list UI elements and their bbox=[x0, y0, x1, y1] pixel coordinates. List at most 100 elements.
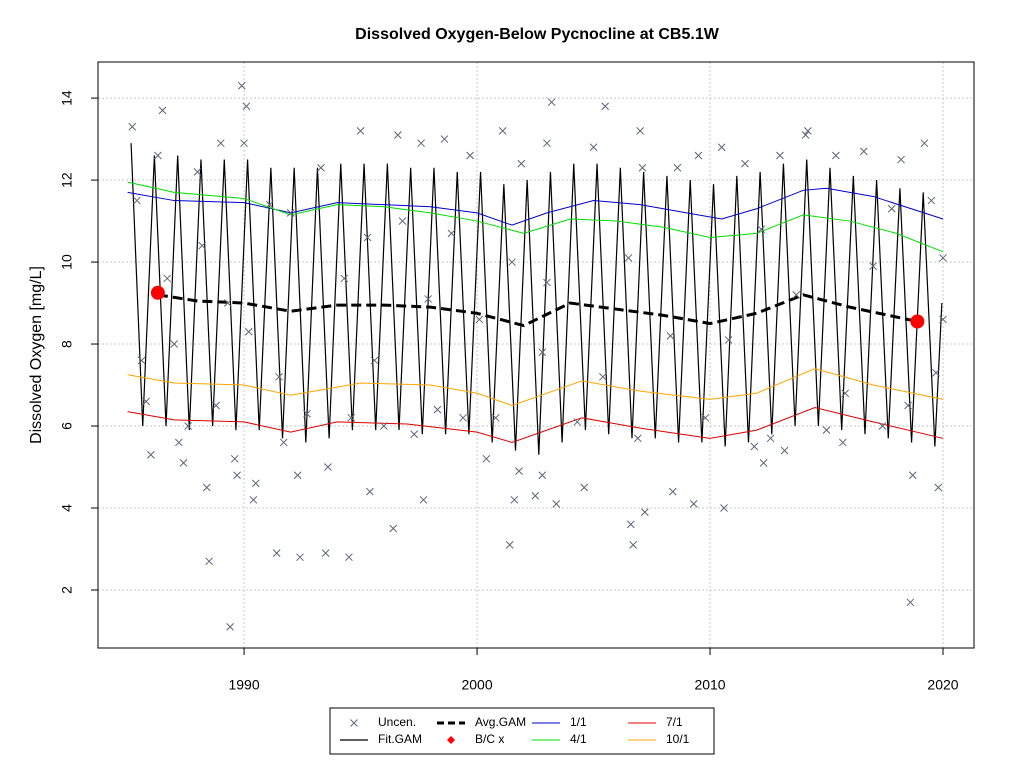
scatter-point bbox=[640, 508, 649, 516]
scatter-point bbox=[934, 483, 943, 492]
scatter-point bbox=[831, 151, 840, 160]
scatter-point bbox=[275, 372, 283, 381]
scatter-point bbox=[366, 487, 374, 496]
scatter-point bbox=[887, 204, 896, 213]
scatter-point bbox=[440, 135, 449, 143]
scatter-point bbox=[482, 454, 491, 463]
scatter-point bbox=[601, 102, 610, 111]
scatter-point bbox=[128, 122, 137, 131]
scatter-point bbox=[216, 139, 225, 148]
scatter-point bbox=[638, 163, 647, 172]
scatter-point bbox=[137, 356, 146, 365]
scatter-point bbox=[296, 553, 304, 562]
scatter-point bbox=[927, 196, 936, 205]
x-tick-label: 1990 bbox=[228, 677, 259, 693]
scatter-point bbox=[447, 229, 456, 238]
scatter-point bbox=[193, 168, 202, 176]
scatter-point bbox=[419, 495, 428, 504]
scatter-point bbox=[393, 131, 402, 139]
x-tick-label: 2010 bbox=[694, 677, 725, 693]
scatter-point bbox=[347, 413, 356, 422]
scatter-point bbox=[249, 495, 258, 504]
legend-entry: 4/1 bbox=[532, 732, 587, 746]
scatter-point bbox=[869, 262, 877, 271]
scatter-point bbox=[838, 438, 847, 447]
y-tick-label: 8 bbox=[59, 340, 75, 348]
legend-entry: 1/1 bbox=[532, 715, 587, 729]
scatter-point bbox=[878, 422, 887, 430]
scatter-point bbox=[573, 418, 582, 426]
scatter-point bbox=[293, 471, 302, 480]
scatter-point bbox=[230, 454, 239, 463]
scatter-point bbox=[303, 409, 311, 418]
scatter-point bbox=[459, 413, 467, 422]
scatter-point bbox=[689, 500, 698, 508]
series-line bbox=[127, 368, 944, 407]
y-tick-label: 6 bbox=[59, 422, 75, 430]
scatter-point bbox=[908, 471, 917, 480]
chart-title: Dissolved Oxygen-Below Pycnocline at CB5… bbox=[355, 26, 720, 43]
scatter-point bbox=[589, 143, 598, 152]
scatter-point bbox=[179, 459, 188, 467]
scatter-point bbox=[174, 438, 183, 447]
legend-label: Uncen. bbox=[378, 715, 416, 729]
scatter-point bbox=[859, 147, 868, 156]
scatter-point bbox=[265, 200, 274, 209]
scatter-point bbox=[599, 372, 607, 381]
scatter-point bbox=[780, 446, 789, 455]
scatter-point bbox=[776, 151, 784, 160]
grid bbox=[98, 62, 974, 648]
legend-label: B/C x bbox=[475, 732, 504, 746]
y-tick-label: 4 bbox=[59, 504, 75, 512]
scatter-point bbox=[340, 274, 349, 283]
legend-label: 10/1 bbox=[666, 732, 690, 746]
scatter-point bbox=[766, 434, 775, 443]
scatter-point bbox=[538, 348, 547, 357]
scatter-point bbox=[244, 327, 253, 336]
scatter-point bbox=[233, 471, 241, 480]
legend-entry: B/C x bbox=[447, 732, 504, 746]
scatter-point bbox=[750, 442, 759, 451]
scatter-point bbox=[633, 434, 642, 443]
scatter-point bbox=[517, 159, 526, 168]
scatter-point bbox=[668, 487, 677, 496]
scatter-point bbox=[475, 315, 484, 324]
legend-label: 4/1 bbox=[570, 732, 587, 746]
scatter-point bbox=[163, 274, 172, 283]
scatter-point bbox=[804, 127, 812, 135]
scatter-point bbox=[673, 163, 682, 172]
scatter-point bbox=[433, 405, 442, 414]
scatter-point bbox=[205, 557, 213, 566]
y-tick-label: 12 bbox=[59, 172, 75, 188]
scatter-point bbox=[498, 127, 507, 135]
series-line bbox=[157, 293, 918, 328]
legend-label: 7/1 bbox=[666, 715, 683, 729]
scatter-point bbox=[226, 623, 234, 631]
scatter-point bbox=[237, 81, 246, 90]
scatter-point bbox=[510, 495, 519, 504]
legend-entry: Uncen. bbox=[350, 715, 416, 729]
scatter-point bbox=[897, 155, 905, 164]
scatter-point bbox=[321, 549, 330, 557]
scatter-point bbox=[741, 159, 749, 168]
x-tick-label: 2020 bbox=[927, 677, 958, 693]
legend-label: 1/1 bbox=[570, 715, 587, 729]
scatter-point bbox=[345, 553, 353, 562]
scatter-point bbox=[389, 524, 398, 533]
scatter-point bbox=[920, 139, 929, 148]
y-tick-label: 2 bbox=[59, 586, 75, 594]
legend-label: Avg.GAM bbox=[475, 715, 526, 729]
y-tick-label: 10 bbox=[59, 254, 75, 270]
scatter-point bbox=[822, 426, 831, 434]
bc-point bbox=[910, 314, 925, 329]
legend-label: Fit.GAM bbox=[378, 732, 422, 746]
scatter-point bbox=[629, 541, 638, 549]
scatter-point bbox=[158, 106, 167, 115]
scatter-point bbox=[133, 196, 141, 205]
scatter-point bbox=[841, 389, 850, 398]
scatter-point bbox=[939, 315, 947, 324]
scatter-point bbox=[552, 500, 561, 508]
scatter-point bbox=[515, 467, 523, 475]
scatter-point bbox=[724, 336, 733, 344]
